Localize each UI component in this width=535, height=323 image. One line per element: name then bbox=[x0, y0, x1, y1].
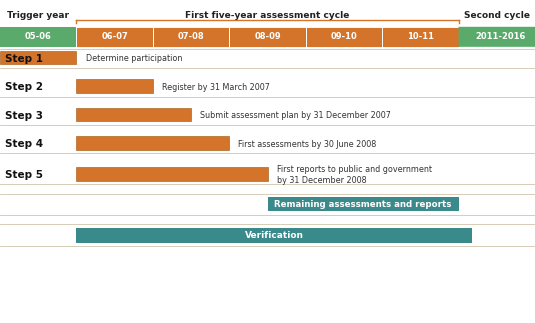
Bar bbox=[153, 27, 230, 47]
Text: Step 4: Step 4 bbox=[5, 139, 43, 149]
Text: Step 5: Step 5 bbox=[5, 170, 43, 180]
Bar bbox=[77, 79, 153, 93]
Text: Verification: Verification bbox=[245, 231, 304, 240]
Text: 10-11: 10-11 bbox=[407, 32, 434, 41]
Text: 09-10: 09-10 bbox=[331, 32, 357, 41]
Text: 2011-2016: 2011-2016 bbox=[476, 32, 526, 41]
Bar bbox=[0, 51, 77, 64]
Bar bbox=[77, 167, 268, 181]
Text: Step 3: Step 3 bbox=[5, 111, 43, 120]
Text: 06-07: 06-07 bbox=[101, 32, 128, 41]
Text: First assessments by 30 June 2008: First assessments by 30 June 2008 bbox=[239, 140, 377, 149]
Bar bbox=[77, 27, 153, 47]
Bar bbox=[382, 27, 458, 47]
Text: Register by 31 March 2007: Register by 31 March 2007 bbox=[162, 83, 270, 92]
Bar bbox=[268, 197, 458, 211]
Bar bbox=[77, 136, 230, 150]
Text: Trigger year: Trigger year bbox=[7, 11, 69, 20]
Text: 08-09: 08-09 bbox=[254, 32, 281, 41]
Text: First five-year assessment cycle: First five-year assessment cycle bbox=[185, 11, 350, 20]
Text: Remaining assessments and reports: Remaining assessments and reports bbox=[274, 200, 452, 209]
Polygon shape bbox=[458, 27, 535, 47]
Text: Step 2: Step 2 bbox=[5, 82, 43, 92]
Text: 05-06: 05-06 bbox=[25, 32, 52, 41]
Text: Second cycle: Second cycle bbox=[464, 11, 530, 20]
Text: Step 1: Step 1 bbox=[5, 54, 43, 64]
Text: Submit assessment plan by 31 December 2007: Submit assessment plan by 31 December 20… bbox=[200, 111, 391, 120]
Bar bbox=[77, 108, 191, 121]
Bar bbox=[0, 27, 77, 47]
Text: First reports to public and government
by 31 December 2008: First reports to public and government b… bbox=[277, 165, 432, 185]
Bar bbox=[305, 27, 382, 47]
Bar bbox=[77, 228, 472, 243]
Text: 07-08: 07-08 bbox=[178, 32, 204, 41]
Bar bbox=[230, 27, 305, 47]
Text: Determine participation: Determine participation bbox=[86, 54, 182, 63]
